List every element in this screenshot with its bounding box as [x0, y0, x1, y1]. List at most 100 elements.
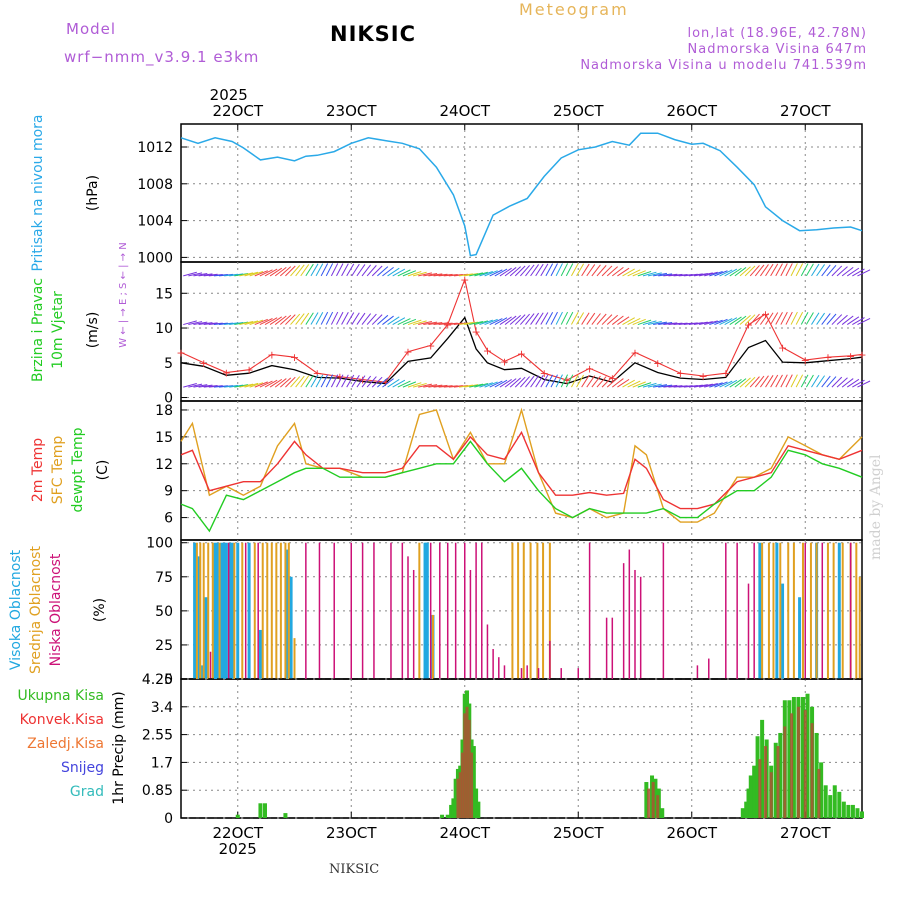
- bottom-time-label: 26OCT: [666, 824, 717, 842]
- wind-gust-marker: +: [244, 364, 253, 377]
- wind-arrow: [382, 267, 394, 277]
- cloud-bar: [285, 549, 289, 679]
- wind-arrow: [418, 272, 432, 277]
- cloud-bar: [821, 542, 824, 679]
- wind-arrow: [259, 318, 273, 326]
- precip-conv-bar: [758, 759, 762, 818]
- cloud-bar: [761, 542, 764, 679]
- cloud-bar: [258, 629, 262, 679]
- cloud-ylabel: (%): [92, 598, 108, 622]
- wind-arrow: [351, 263, 360, 277]
- wind-title-b: Brzina i Pravac: [30, 278, 46, 382]
- cloud-bar: [855, 542, 858, 679]
- wind-arrow: [366, 265, 377, 277]
- precip-total-bar: [855, 808, 860, 818]
- precip-total-bar: [235, 814, 240, 818]
- precip-legend-1: Konvek.Kisa: [20, 712, 104, 728]
- wind-arrow: [729, 316, 742, 325]
- wind-arrow: [295, 313, 305, 325]
- cloud-bar: [520, 668, 523, 679]
- wind-arrow: [310, 263, 319, 277]
- temperature-ytick-label: 9: [164, 484, 173, 500]
- wind-arrow: [724, 317, 738, 325]
- cloud-bar: [486, 624, 489, 679]
- wind-arrow: [489, 380, 503, 388]
- wind-arrow: [285, 314, 296, 325]
- wind-arrow: [540, 263, 549, 277]
- wind-arrow: [642, 382, 657, 388]
- wind-arrow: [627, 318, 641, 326]
- wind-arrow: [795, 263, 804, 277]
- wind-arrow: [765, 312, 774, 325]
- wind-gust-marker: +: [721, 367, 730, 380]
- wind-arrow: [325, 311, 334, 325]
- wind-arrow: [279, 377, 292, 388]
- wind-arrow: [790, 374, 798, 388]
- lonlat-label: lon,lat (18.96E, 42.78N): [687, 26, 867, 41]
- wind-arrow: [254, 381, 268, 388]
- wind-arrow: [254, 318, 268, 326]
- wind-arrow: [229, 322, 244, 326]
- cloud-bar: [318, 542, 321, 679]
- wind-arrow: [330, 263, 339, 277]
- wind-arrow: [560, 311, 569, 325]
- cloud-bar: [503, 665, 506, 679]
- cloud-bar: [227, 542, 230, 679]
- wind-arrow: [857, 269, 871, 277]
- wind-arrow: [203, 322, 218, 326]
- cloud-bar: [407, 556, 409, 679]
- wind-arrow: [709, 319, 723, 326]
- precip-total-bar: [744, 801, 749, 818]
- wind-arrow: [668, 322, 683, 326]
- bottom-time-label: 22OCT: [212, 824, 263, 842]
- cloud-bar: [809, 542, 812, 679]
- precip-total-bar: [449, 804, 454, 818]
- wind-gust-marker: +: [517, 348, 526, 361]
- pressure-ylabel: (hPa): [85, 175, 101, 211]
- wind-arrow: [305, 375, 314, 388]
- wind-arrow: [371, 376, 383, 388]
- wind-arrow: [305, 312, 314, 325]
- wind-gust-marker: +: [267, 348, 276, 361]
- wind-arrow: [611, 315, 624, 325]
- cloud-bar: [201, 665, 205, 679]
- cloud-bar: [213, 542, 217, 679]
- cloud-bar: [209, 651, 212, 679]
- station-title: NIKSIC: [330, 22, 417, 46]
- wind-arrow: [346, 312, 355, 325]
- wind-arrow: [586, 264, 596, 277]
- wind-arrow: [351, 375, 360, 388]
- cloud-bar: [333, 542, 335, 679]
- wind-arrow: [688, 384, 703, 388]
- cloud-bar: [804, 542, 806, 679]
- wind-arrow: [499, 378, 512, 388]
- precip-total-bar: [823, 785, 828, 818]
- precip-conv-bar: [803, 710, 807, 818]
- cloud-bar: [481, 542, 483, 679]
- wind-gust-marker: +: [313, 367, 322, 380]
- wind-arrow: [611, 266, 624, 277]
- high-cloud-title: Visoka Oblacnost: [8, 549, 24, 670]
- wind-arrow: [816, 312, 826, 325]
- wind-arrow: [336, 263, 344, 277]
- wind-arrow: [254, 270, 268, 277]
- wind-arrow: [785, 263, 793, 277]
- wind-arrow: [749, 265, 760, 277]
- cloud-bar: [431, 614, 434, 679]
- wind-gust-marker: +: [335, 371, 344, 384]
- cloud-bar: [708, 658, 710, 679]
- precip-total-bar: [660, 808, 665, 818]
- bottom-time-label: 25OCT: [553, 824, 604, 842]
- wind-arrow: [780, 311, 788, 325]
- precip-legend-3: Snijeg: [61, 760, 104, 776]
- wind-arrow: [653, 384, 668, 388]
- wind-arrow: [300, 264, 310, 277]
- wind-arrow: [754, 375, 765, 388]
- wind-arrow: [433, 273, 448, 277]
- wind-arrow: [805, 312, 814, 325]
- wind-arrow: [811, 374, 820, 388]
- wind-arrow: [530, 312, 540, 325]
- wind-arrow: [300, 312, 310, 325]
- precip-conv-bar: [776, 746, 780, 818]
- wind-arrow: [606, 314, 619, 325]
